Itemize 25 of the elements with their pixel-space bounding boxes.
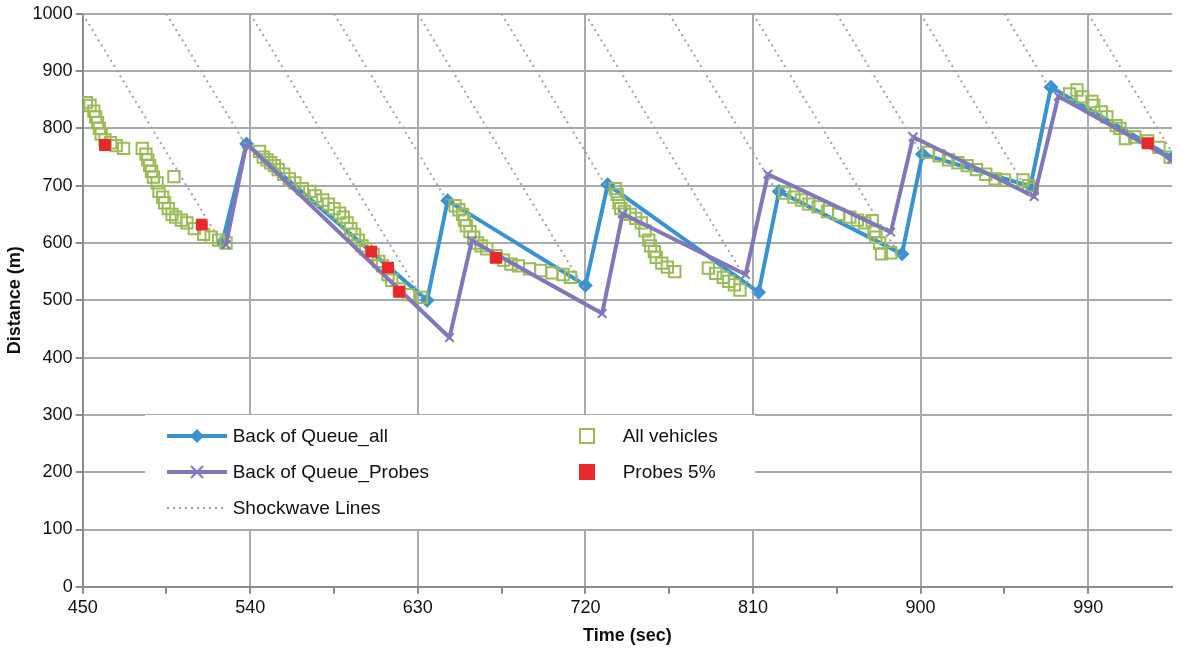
y-tick-label: 700 — [42, 174, 73, 195]
y-tick-label: 400 — [42, 346, 73, 367]
y-axis-title: Distance (m) — [3, 246, 24, 355]
y-tick-label: 800 — [42, 117, 73, 138]
y-tick-label: 0 — [62, 575, 73, 596]
x-tick-label: 540 — [235, 596, 266, 617]
legend-label: Back of Queue_Probes — [232, 460, 430, 483]
y-tick-label: 300 — [42, 403, 73, 424]
y-tick-label: 1000 — [32, 2, 73, 23]
legend-label: Probes 5% — [622, 460, 716, 483]
y-tick-label: 600 — [42, 231, 73, 252]
x-tick-label: 990 — [1073, 596, 1104, 617]
x-tick-label: 630 — [402, 596, 433, 617]
x-tick-label: 810 — [737, 596, 769, 617]
y-tick-label: 200 — [42, 461, 73, 482]
legend-label: Back of Queue_all — [232, 424, 388, 447]
y-tick-label: 500 — [42, 289, 73, 310]
y-tick-label: 900 — [42, 60, 73, 81]
y-tick-label: 100 — [42, 518, 73, 539]
x-tick-label: 720 — [570, 596, 601, 617]
legend-label: Shockwave Lines — [232, 496, 381, 519]
x-tick-label: 900 — [905, 596, 936, 617]
legend-label: All vehicles — [622, 424, 718, 447]
x-tick-label: 450 — [67, 596, 98, 617]
x-axis-title: Time (sec) — [582, 625, 672, 646]
